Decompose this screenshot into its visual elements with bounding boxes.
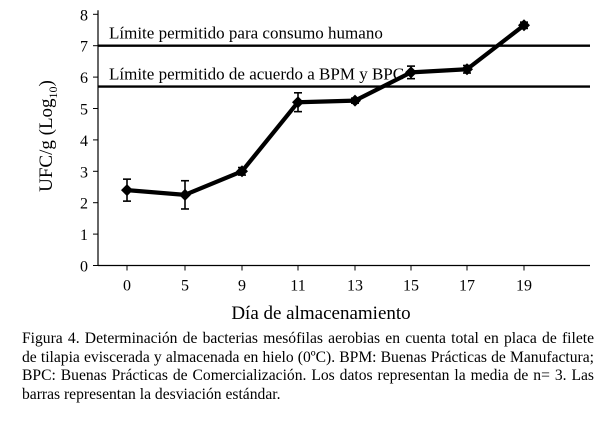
y-axis-label: UFC/g (Log10) [36, 80, 60, 192]
x-tick-label: 17 [459, 278, 475, 295]
y-tick-label: 0 [80, 259, 88, 276]
ticks: 0 1 2 3 4 5 6 7 8 0 5 9 11 13 15 17 19 [80, 7, 532, 294]
x-tick-label: 9 [238, 278, 246, 295]
data-point-marker [292, 96, 304, 109]
data-series [121, 19, 530, 210]
bacteria-chart: UFC/g (Log10) Día de almacenamiento 0 1 2 3… [36, 7, 590, 324]
x-axis-label: Día de almacenamiento [231, 303, 410, 324]
x-tick-label: 15 [403, 278, 419, 295]
data-point-marker [461, 63, 473, 76]
data-point-marker [236, 165, 248, 178]
y-axis-label-sub: 10 [46, 86, 60, 98]
reference-line-label: Límite permitido de acuerdo a BPM y BPC [109, 65, 404, 84]
y-tick-label: 6 [80, 70, 88, 87]
x-tick-label: 11 [290, 278, 305, 295]
y-axis-title: UFC/g (Log10) [36, 80, 60, 192]
y-axis-label-close: ) [36, 80, 57, 86]
y-tick-label: 2 [80, 196, 88, 213]
y-axis-label-main: UFC/g (Log [36, 98, 57, 192]
y-tick-label: 8 [80, 7, 88, 24]
data-point-marker [405, 66, 417, 79]
x-tick-label: 13 [347, 278, 363, 295]
data-point-marker [121, 184, 133, 197]
y-tick-label: 3 [80, 164, 88, 181]
figure-caption: Figura 4. Determinación de bacterias mes… [22, 330, 594, 403]
data-point-marker [349, 94, 361, 107]
data-point-marker [518, 19, 530, 32]
series-line [126, 23, 526, 197]
axes [97, 10, 590, 267]
y-tick-label: 7 [80, 39, 88, 56]
reference-lines: Límite permitido para consumo humano Lími… [98, 24, 590, 88]
data-point-marker [179, 188, 191, 201]
x-tick-label: 0 [123, 278, 131, 295]
x-tick-label: 19 [516, 278, 532, 295]
y-tick-label: 1 [80, 227, 88, 244]
y-tick-label: 5 [80, 102, 88, 119]
reference-line-label: Límite permitido para consumo humano [109, 24, 383, 43]
y-tick-label: 4 [80, 133, 88, 150]
x-tick-label: 5 [181, 278, 189, 295]
